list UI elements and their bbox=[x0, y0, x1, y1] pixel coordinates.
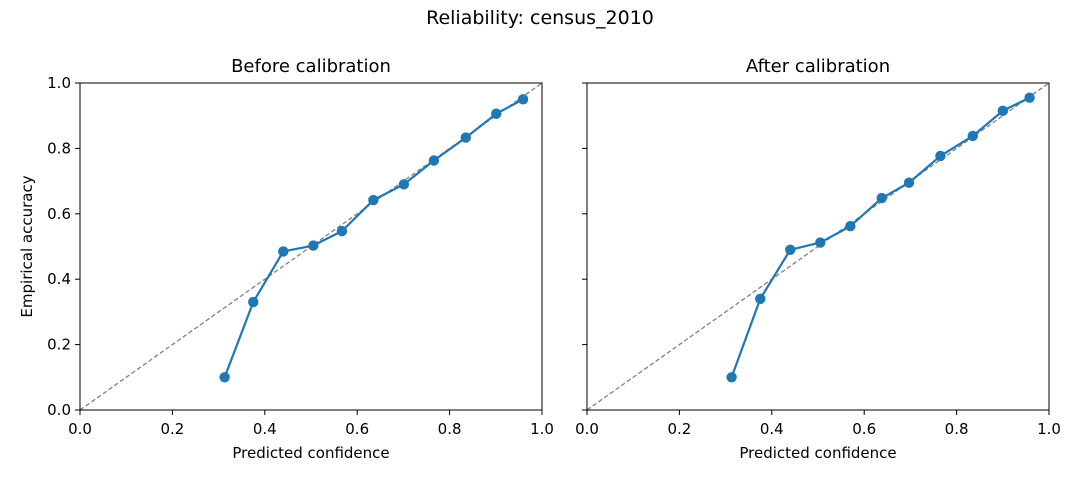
x-axis-label: Predicted confidence bbox=[739, 444, 896, 462]
data-point bbox=[1024, 92, 1035, 103]
data-point bbox=[336, 225, 348, 237]
data-point bbox=[398, 179, 410, 190]
data-point bbox=[726, 372, 737, 383]
y-tick-label: 0.6 bbox=[47, 205, 71, 223]
data-point bbox=[903, 177, 915, 188]
chart-panels: 0.0 0.2 0.4 0.6 0.8 1.0 0.0 0.2 0.4 0.6 0.8 1.0 Befo… bbox=[18, 56, 1061, 462]
figure-title: Reliability: census_2010 bbox=[426, 7, 654, 29]
x-tick-label: 1.0 bbox=[1037, 420, 1061, 438]
x-tick-label: 0.6 bbox=[852, 420, 876, 438]
axes-frame bbox=[79, 82, 543, 411]
x-tick-label: 0.6 bbox=[345, 420, 369, 438]
x-tick-label: 0.0 bbox=[68, 420, 92, 438]
axes-title: Before calibration bbox=[231, 56, 391, 77]
series-line bbox=[730, 96, 1031, 378]
data-point bbox=[278, 246, 289, 257]
y-axis-label: Empirical accuracy bbox=[18, 175, 36, 317]
x-tick-label: 0.4 bbox=[760, 420, 784, 438]
series-line bbox=[223, 98, 524, 378]
x-tick-label: 0.2 bbox=[667, 420, 691, 438]
x-axis-label: Predicted confidence bbox=[232, 444, 389, 462]
data-point bbox=[248, 296, 259, 308]
axes-frame bbox=[586, 82, 1050, 411]
data-point bbox=[428, 155, 440, 166]
data-point bbox=[997, 105, 1008, 116]
data-point bbox=[785, 244, 796, 255]
y-tick-label: 0.2 bbox=[47, 336, 71, 354]
x-tick-label: 0.8 bbox=[945, 420, 969, 438]
data-point bbox=[845, 221, 856, 232]
data-point bbox=[967, 130, 978, 142]
data-point bbox=[219, 372, 230, 383]
data-point bbox=[815, 237, 826, 248]
data-point bbox=[460, 132, 471, 143]
x-tick-label: 0.4 bbox=[253, 420, 277, 438]
y-tick-label: 0.0 bbox=[47, 401, 71, 419]
x-tick-label: 0.2 bbox=[160, 420, 184, 438]
data-point bbox=[368, 194, 379, 206]
data-point bbox=[491, 108, 502, 119]
data-point bbox=[517, 94, 529, 105]
data-point bbox=[935, 150, 946, 162]
y-tick-label: 0.8 bbox=[47, 139, 71, 157]
data-point bbox=[308, 240, 319, 251]
y-tick-label: 0.4 bbox=[47, 270, 71, 288]
data-point bbox=[755, 293, 766, 305]
x-tick-label: 0.0 bbox=[575, 420, 599, 438]
x-tick-label: 0.8 bbox=[438, 420, 462, 438]
chart-panel-2: 0.0 0.2 0.4 0.6 0.8 1.0 After calibration Predi… bbox=[575, 56, 1061, 462]
data-point bbox=[876, 192, 887, 204]
x-tick-label: 1.0 bbox=[530, 420, 554, 438]
y-tick-label: 1.0 bbox=[47, 74, 71, 92]
axes-title: After calibration bbox=[746, 56, 890, 77]
chart-panel-1: 0.0 0.2 0.4 0.6 0.8 1.0 0.0 0.2 0.4 0.6 0.8 1.0 Befo… bbox=[18, 56, 554, 462]
